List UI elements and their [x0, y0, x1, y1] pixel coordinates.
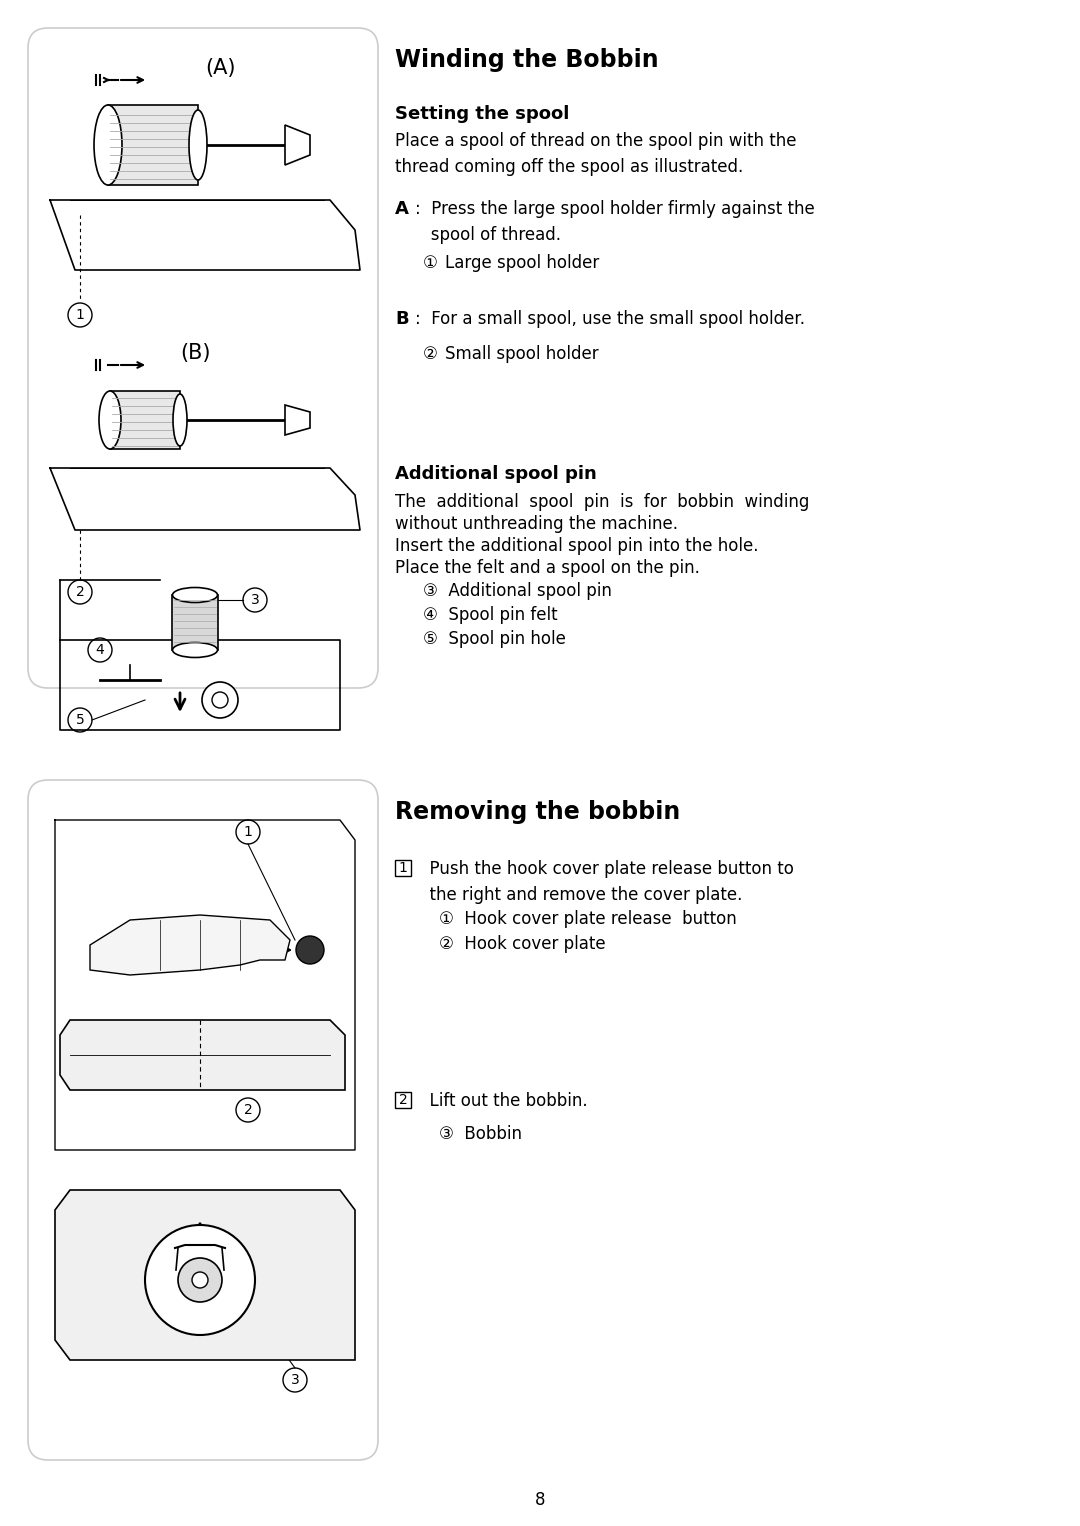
Text: ④  Spool pin felt: ④ Spool pin felt	[423, 606, 557, 624]
Text: Insert the additional spool pin into the hole.: Insert the additional spool pin into the…	[395, 537, 758, 555]
Text: ①: ①	[423, 253, 437, 272]
Text: Lift out the bobbin.: Lift out the bobbin.	[419, 1093, 588, 1109]
Text: ③  Bobbin: ③ Bobbin	[438, 1125, 522, 1143]
FancyBboxPatch shape	[108, 105, 198, 185]
Text: 8: 8	[535, 1491, 545, 1509]
FancyBboxPatch shape	[28, 780, 378, 1460]
Text: :  Press the large spool holder firmly against the
   spool of thread.: : Press the large spool holder firmly ag…	[415, 200, 814, 244]
Text: Additional spool pin: Additional spool pin	[395, 465, 597, 484]
Text: Large spool holder: Large spool holder	[445, 253, 599, 272]
FancyBboxPatch shape	[28, 27, 378, 688]
Circle shape	[178, 1257, 222, 1302]
Text: ①  Hook cover plate release  button: ① Hook cover plate release button	[438, 909, 737, 928]
Text: (B): (B)	[180, 343, 211, 363]
Polygon shape	[60, 1019, 345, 1090]
Text: Small spool holder: Small spool holder	[445, 345, 598, 363]
Text: Push the hook cover plate release button to
  the right and remove the cover pla: Push the hook cover plate release button…	[419, 861, 794, 905]
Ellipse shape	[94, 105, 122, 185]
Circle shape	[192, 1273, 208, 1288]
Text: Place a spool of thread on the spool pin with the
thread coming off the spool as: Place a spool of thread on the spool pin…	[395, 133, 797, 177]
Text: 5: 5	[76, 713, 84, 726]
Polygon shape	[285, 404, 310, 435]
Text: 1: 1	[76, 308, 84, 322]
Text: 1: 1	[399, 861, 407, 874]
Polygon shape	[55, 1190, 355, 1360]
Ellipse shape	[99, 391, 121, 449]
FancyBboxPatch shape	[172, 595, 218, 650]
Text: 1: 1	[244, 826, 253, 839]
Ellipse shape	[173, 642, 217, 658]
Circle shape	[212, 691, 228, 708]
Circle shape	[145, 1225, 255, 1335]
Text: Setting the spool: Setting the spool	[395, 105, 569, 124]
Text: ②: ②	[423, 345, 437, 363]
Circle shape	[296, 935, 324, 964]
Text: ③  Additional spool pin: ③ Additional spool pin	[423, 581, 612, 600]
Text: Removing the bobbin: Removing the bobbin	[395, 800, 680, 824]
Text: without unthreading the machine.: without unthreading the machine.	[395, 514, 678, 533]
Text: A: A	[395, 200, 409, 218]
Polygon shape	[285, 125, 310, 165]
Text: 2: 2	[244, 1103, 253, 1117]
FancyBboxPatch shape	[110, 391, 180, 449]
FancyBboxPatch shape	[395, 1093, 411, 1108]
Ellipse shape	[173, 588, 217, 603]
Text: Winding the Bobbin: Winding the Bobbin	[395, 47, 659, 72]
Text: 2: 2	[399, 1093, 407, 1106]
Polygon shape	[90, 916, 291, 975]
Text: 2: 2	[76, 584, 84, 600]
Text: The  additional  spool  pin  is  for  bobbin  winding: The additional spool pin is for bobbin w…	[395, 493, 809, 511]
Text: 4: 4	[96, 642, 105, 658]
Text: (A): (A)	[205, 58, 235, 78]
Text: :  For a small spool, use the small spool holder.: : For a small spool, use the small spool…	[415, 310, 805, 328]
Text: Place the felt and a spool on the pin.: Place the felt and a spool on the pin.	[395, 559, 700, 577]
FancyBboxPatch shape	[395, 861, 411, 876]
Text: ⑤  Spool pin hole: ⑤ Spool pin hole	[423, 630, 566, 649]
Circle shape	[202, 682, 238, 719]
Ellipse shape	[173, 394, 187, 446]
Ellipse shape	[189, 110, 207, 180]
Text: B: B	[395, 310, 408, 328]
Text: 3: 3	[291, 1373, 299, 1387]
Text: 3: 3	[251, 594, 259, 607]
Text: ②  Hook cover plate: ② Hook cover plate	[438, 935, 606, 954]
